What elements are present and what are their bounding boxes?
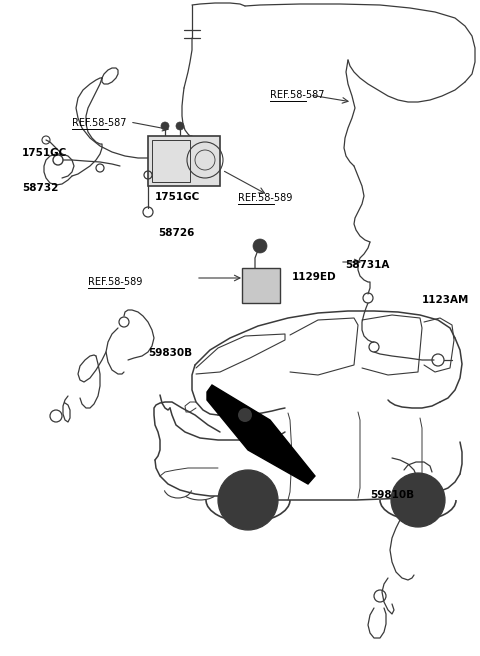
Polygon shape: [207, 385, 315, 484]
Text: 59810B: 59810B: [370, 490, 414, 500]
Circle shape: [161, 122, 169, 130]
Text: 1751GC: 1751GC: [155, 192, 200, 202]
Text: REF.58-589: REF.58-589: [88, 277, 143, 287]
Bar: [148, 136, 220, 186]
Text: 58732: 58732: [22, 183, 59, 193]
Circle shape: [401, 483, 435, 517]
Text: 1129ED: 1129ED: [292, 272, 336, 282]
Text: REF.58-587: REF.58-587: [72, 118, 127, 128]
Bar: [152, 140, 190, 182]
Text: 59830B: 59830B: [148, 348, 192, 358]
Circle shape: [230, 482, 266, 518]
Text: 1751GC: 1751GC: [22, 148, 67, 158]
Circle shape: [176, 122, 184, 130]
Text: REF.58-587: REF.58-587: [270, 90, 324, 100]
Text: 1123AM: 1123AM: [422, 295, 469, 305]
Text: 58726: 58726: [158, 228, 194, 238]
Circle shape: [253, 239, 267, 253]
Circle shape: [238, 408, 252, 422]
Text: REF.58-589: REF.58-589: [238, 193, 292, 203]
Circle shape: [240, 492, 256, 508]
Circle shape: [218, 470, 278, 530]
Text: 58731A: 58731A: [345, 260, 389, 270]
Bar: [242, 268, 280, 303]
Circle shape: [391, 473, 445, 527]
Circle shape: [411, 493, 425, 507]
